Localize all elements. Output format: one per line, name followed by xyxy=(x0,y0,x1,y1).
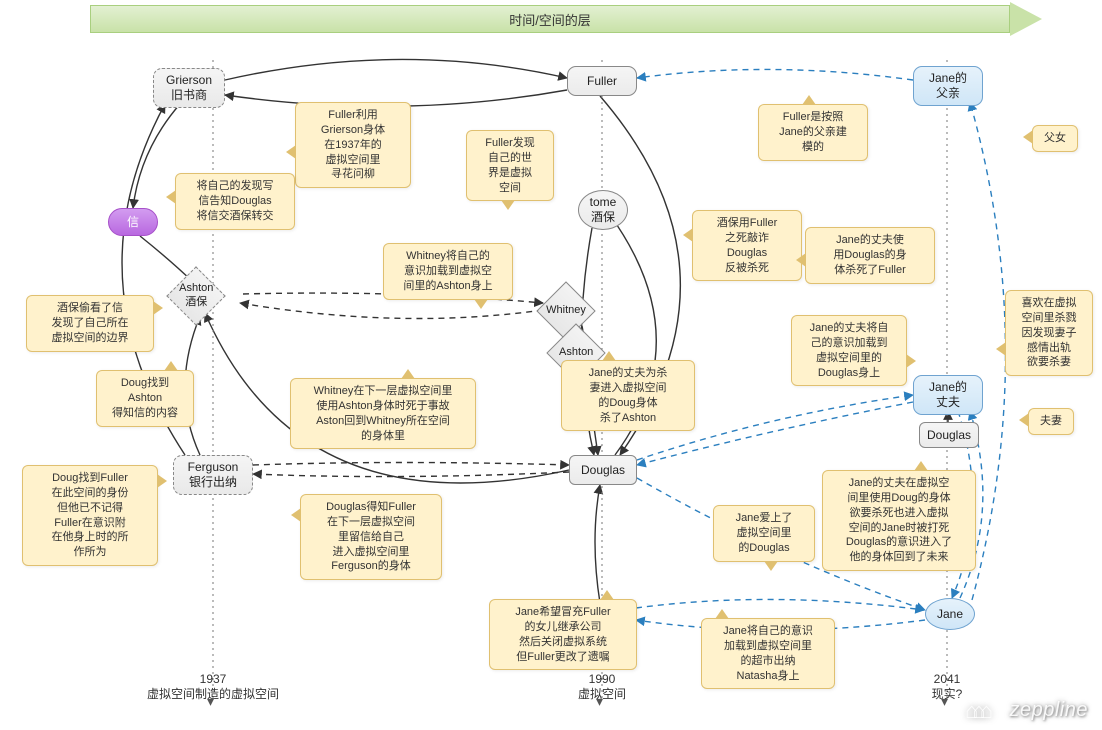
node-ashton-bar: Ashton酒保 xyxy=(175,275,217,317)
node-ferguson: Ferguson银行出纳 xyxy=(173,455,253,495)
timeline-header: 时间/空间的层 xyxy=(90,5,1050,33)
edge-natasha-jane xyxy=(636,599,924,610)
note-n-hus-load: Jane的丈夫将自己的意识加载到虚拟空间里的Douglas身上 xyxy=(791,315,907,386)
edge-jane-father-fuller xyxy=(637,69,913,80)
edge-ferguson-douglas xyxy=(253,463,569,466)
note-n-doug-ashton: Doug找到Ashton得知信的内容 xyxy=(96,370,194,427)
timeline-header-bar: 时间/空间的层 xyxy=(90,5,1010,33)
note-n-whitney-die: Whitney在下一层虚拟空间里使用Ashton身体时死于事故Aston回到Wh… xyxy=(290,378,476,449)
note-n-hus-like: 喜欢在虚拟空间里杀戮因发现妻子感情出轨欲要杀妻 xyxy=(1005,290,1093,376)
note-n-funv: 父女 xyxy=(1032,125,1078,152)
watermark-text: zeppline xyxy=(1009,699,1088,722)
note-n-bar-kill: 酒保用Fuller之死敲诈Douglas反被杀死 xyxy=(692,210,802,281)
note-n-doug-learn: Douglas得知Fuller在下一层虚拟空间里留信给自己进入虚拟空间里Ferg… xyxy=(300,494,442,580)
note-n-fuqi: 夫妻 xyxy=(1028,408,1074,435)
column-arrow-tip: ▾ xyxy=(596,693,603,710)
edge-douglas-ferguson xyxy=(253,472,569,477)
diagram-canvas: { "header": { "label": "时间/空间的层", "bg_gr… xyxy=(0,0,1102,730)
node-whitney: Whitney xyxy=(545,290,587,332)
note-n-whitney-load: Whitney将自己的意识加载到虚拟空间里的Ashton身上 xyxy=(383,243,513,300)
node-jane-husband: Jane的丈夫 xyxy=(913,375,983,415)
edge-whitney-ashton-bar xyxy=(240,303,543,319)
node-douglas2: Douglas xyxy=(919,422,979,448)
column-arrow-tip: ▾ xyxy=(207,693,214,710)
note-n-xin-douglas: 将自己的发现写信告知Douglas将信交酒保转交 xyxy=(175,173,295,230)
column-arrow-tip: ▾ xyxy=(941,693,948,710)
edge-grierson-fuller xyxy=(225,59,567,80)
note-n-hus-doug-body: Jane的丈夫在虚拟空间里使用Doug的身体欲要杀死也进入虚拟空间的Jane时被… xyxy=(822,470,976,571)
note-n-hus-kill-fuller: Jane的丈夫使用Douglas的身体杀死了Fuller xyxy=(805,227,935,284)
node-xin: 信 xyxy=(108,208,158,236)
note-n-jane-hus-kill: Jane的丈夫为杀妻进入虚拟空间的Doug身体杀了Ashton xyxy=(561,360,695,431)
node-grierson: Grierson旧书商 xyxy=(153,68,225,108)
note-n-bar-steal: 酒保偷看了信发现了自己所在虚拟空间的边界 xyxy=(26,295,154,352)
node-fuller: Fuller xyxy=(567,66,637,96)
node-douglas: Douglas xyxy=(569,455,637,485)
note-n-jane-load: Jane将自己的意识加载到虚拟空间里的超市出纳Natasha身上 xyxy=(701,618,835,689)
timeline-header-label: 时间/空间的层 xyxy=(509,10,591,29)
note-n-fuller-grierson: Fuller利用Grierson身体在1937年的虚拟空间里寻花问柳 xyxy=(295,102,411,188)
edge-natasha-douglas xyxy=(595,485,600,603)
bilibili-icon: ⌂⌂⌂ xyxy=(965,698,987,724)
node-tome-bar: tome酒保 xyxy=(578,190,628,230)
note-n-fuller-find: Fuller发现自己的世界是虚拟空间 xyxy=(466,130,554,201)
timeline-header-arrowhead xyxy=(1010,2,1042,36)
note-n-doug-fuller: Doug找到Fuller在此空间的身份但他已不记得Fuller在意识附在他身上时… xyxy=(22,465,158,566)
note-n-jane-love: Jane爱上了虚拟空间里的Douglas xyxy=(713,505,815,562)
node-jane: Jane xyxy=(925,598,975,630)
note-n-jane-impost: Jane希望冒充Fuller的女儿继承公司然后关闭虚拟系统但Fuller更改了遗… xyxy=(489,599,637,670)
note-n-fuller-model: Fuller是按照Jane的父亲建模的 xyxy=(758,104,868,161)
node-jane-father: Jane的父亲 xyxy=(913,66,983,106)
